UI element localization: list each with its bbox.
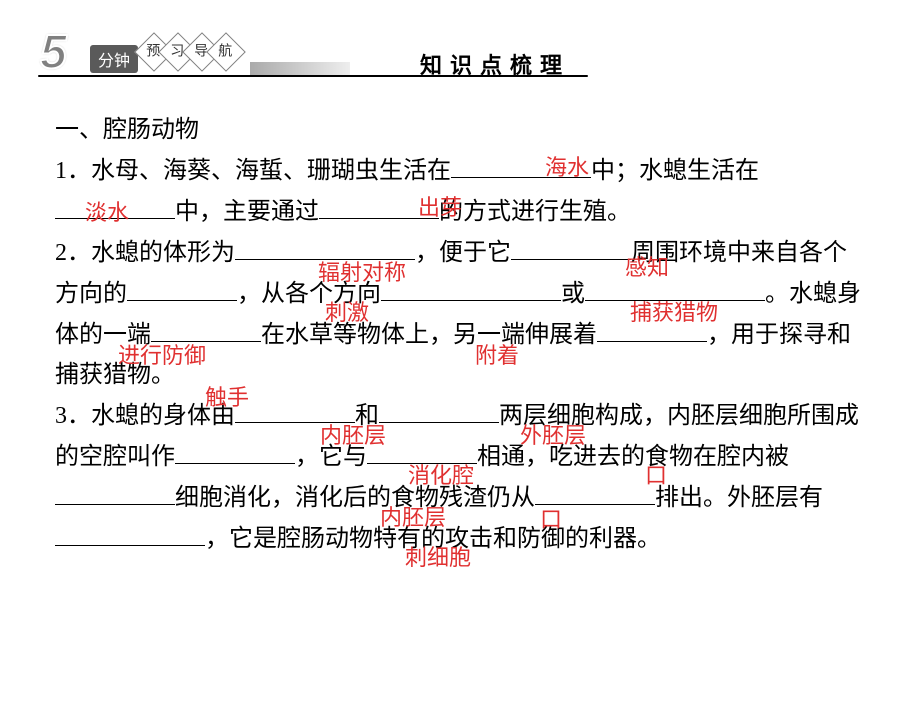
blank: [55, 477, 175, 505]
p3-t6: 细胞消化，消化后的食物残渣仍从: [175, 485, 535, 511]
header-banner: 5 分钟 预 习 导 航 知识点梳理: [0, 20, 920, 90]
paragraph-2: 2．水螅的体形为，便于它周围环境中来自各个方向的，从各个方向或。水螅身体的一端在…: [55, 232, 865, 395]
blank: [175, 436, 295, 464]
p1-t4: 的方式进行生殖。: [439, 199, 631, 225]
answer-14: 口: [645, 458, 667, 490]
answer-6: 刺激: [325, 295, 369, 327]
blank: [55, 518, 205, 546]
p2-t2: ，便于它: [415, 240, 511, 266]
content-body: 一、腔肠动物 1．水母、海葵、海蜇、珊瑚虫生活在 中；水螅生活在中，主要通过 的方式…: [55, 110, 865, 559]
p3-t7: 排出。外胚层有: [655, 485, 823, 511]
header-gradient: [250, 62, 350, 75]
answer-10: 触手: [205, 380, 249, 412]
answer-17: 刺细胞: [405, 540, 471, 572]
p1-t2: 中；水螅生活在: [591, 158, 759, 184]
blank: [379, 395, 499, 423]
header-title: 知识点梳理: [420, 48, 570, 80]
answer-2: 淡水: [85, 195, 129, 227]
answer-4: 辐射对称: [318, 255, 406, 287]
blank: [511, 232, 631, 260]
p2-t1: 2．水螅的体形为: [55, 240, 235, 266]
blank: [381, 273, 561, 301]
answer-1: 海水: [545, 150, 589, 182]
badge-number-text: 5: [40, 26, 67, 79]
diamond-4: 航: [206, 32, 246, 72]
section-title: 一、腔肠动物: [55, 110, 865, 150]
answer-5: 感知: [625, 250, 669, 282]
answer-9: 附着: [475, 338, 519, 370]
answer-7: 捕获猎物: [630, 295, 718, 327]
answer-3: 出芽: [418, 190, 462, 222]
p1-t1: 1．水母、海葵、海蜇、珊瑚虫生活在: [55, 158, 451, 184]
answer-12: 外胚层: [520, 418, 586, 450]
answer-13: 消化腔: [408, 458, 474, 490]
answer-11: 内胚层: [320, 418, 386, 450]
answer-16: 口: [540, 502, 562, 534]
badge-minutes: 分钟: [90, 45, 138, 73]
p2-t7: 在水草等物体上，另一端伸展着: [261, 322, 597, 348]
answer-15: 内胚层: [380, 500, 446, 532]
p1-t3: 中，主要通过: [175, 199, 319, 225]
blank: [127, 273, 237, 301]
blank: [535, 477, 655, 505]
answer-8: 进行防御: [118, 338, 206, 370]
diamond-container: 预 习 导 航: [148, 38, 240, 66]
p2-t5: 或: [561, 281, 585, 307]
badge-number: 5: [40, 25, 90, 75]
